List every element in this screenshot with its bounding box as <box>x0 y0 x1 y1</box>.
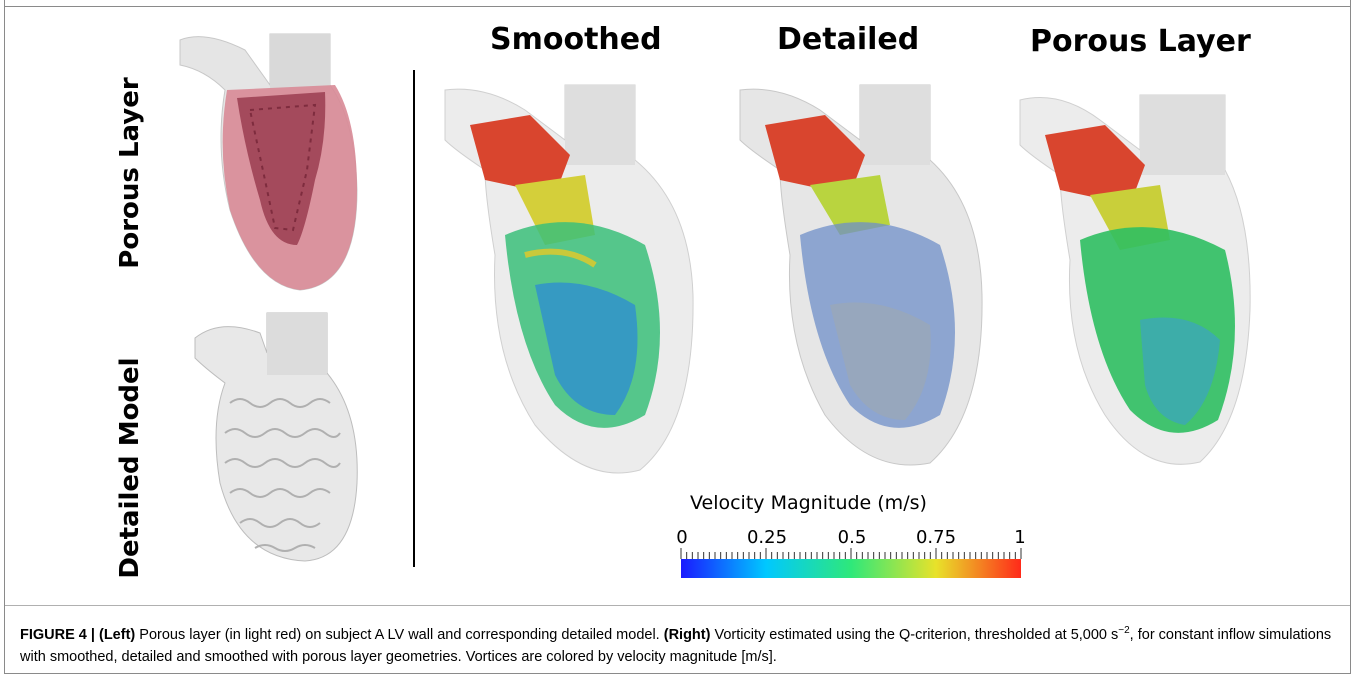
panel-detailed <box>739 84 983 466</box>
colorbar-tick-label: 0.75 <box>915 527 957 548</box>
caption-right-text: Vorticity estimated using the Q-criterio… <box>710 626 1119 643</box>
caption-rule <box>5 605 1350 606</box>
figure-caption: FIGURE 4 | (Left) Porous layer (in light… <box>20 620 1340 668</box>
colorbar-tick-label: 0.25 <box>746 527 788 548</box>
detailed-model <box>194 312 358 562</box>
label-detailed-model: Detailed Model <box>115 357 145 579</box>
panel-porous-layer <box>1019 94 1251 465</box>
colorbar-tick-label: 1 <box>1014 527 1026 548</box>
title-detailed: Detailed <box>777 22 920 57</box>
caption-left-text: Porous layer (in light red) on subject A… <box>135 626 664 643</box>
top-rule <box>4 6 1351 7</box>
title-smoothed: Smoothed <box>490 22 662 57</box>
figure-frame <box>4 0 1351 674</box>
title-porous-layer: Porous Layer <box>1030 24 1251 59</box>
caption-right-tag: (Right) <box>663 626 711 643</box>
colorbar-tick-label: 0 <box>676 527 688 548</box>
panel-smoothed <box>444 84 694 474</box>
colorbar-title: Velocity Magnitude (m/s) <box>690 492 927 514</box>
porous-layer-model <box>179 33 358 291</box>
caption-figure-number: FIGURE 4 | <box>20 626 95 643</box>
colorbar-gradient <box>681 559 1021 578</box>
colorbar-tick-label: 0.5 <box>837 527 867 548</box>
colorbar <box>680 548 1022 578</box>
caption-left-tag: (Left) <box>99 626 136 643</box>
caption-right-text-2: , for constant inflow simulations with s… <box>20 626 1332 665</box>
label-porous-layer: Porous Layer <box>115 77 145 269</box>
caption-superscript: −2 <box>1118 625 1130 636</box>
divider-line <box>413 70 415 567</box>
